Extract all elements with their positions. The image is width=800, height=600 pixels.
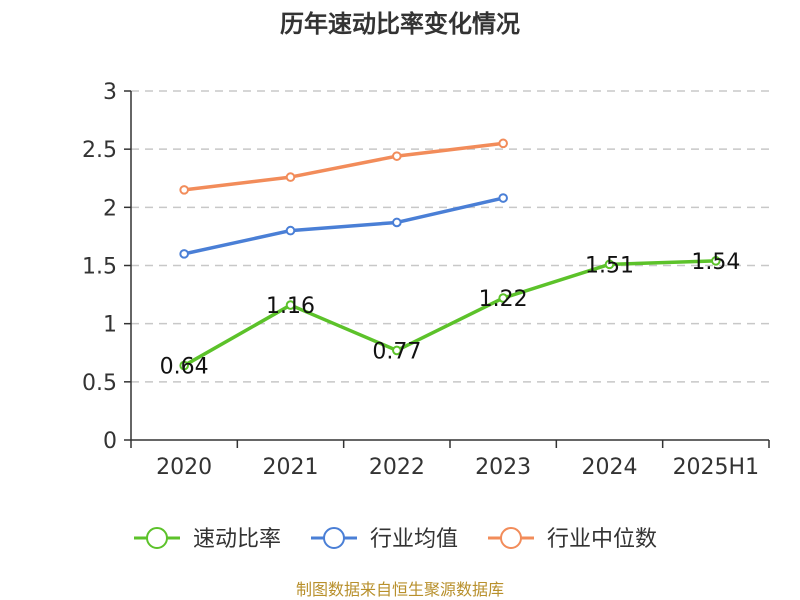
y-tick-label: 3 [103,80,117,105]
series-line [183,141,504,192]
x-tick-label: 2024 [582,455,638,480]
series-line [183,259,716,368]
data-point[interactable] [498,293,508,303]
data-point[interactable] [285,225,296,236]
chart-title: 历年速动比率变化情况 [280,10,520,38]
data-labels: 0.64 1.16 0.77 1.22 1.51 1.54 [160,250,741,380]
series-lines [179,138,721,371]
data-point[interactable] [392,151,402,161]
data-label: 1.54 [691,250,740,275]
y-tick-label: 2 [103,196,117,221]
y-tick-label: 0 [103,429,117,454]
data-point[interactable] [179,249,189,259]
data-point[interactable] [392,345,402,356]
data-source-note: 制图数据来自恒生聚源数据库 [296,580,504,599]
x-tick-label: 2020 [156,455,212,480]
y-tick-label: 0.5 [82,371,117,396]
y-tick-label: 1.5 [82,255,117,280]
y-tick-label: 1 [103,313,117,338]
data-label: 1.51 [585,253,634,278]
axes: 0 0.5 1 1.5 2 2.5 3 2020 2021 2022 2023 2024 2025H1 [82,80,770,480]
y-tick-label: 2.5 [82,138,117,163]
data-point[interactable] [392,217,402,228]
data-point[interactable] [179,185,189,195]
legend[interactable]: 速动比率 行业均值 行业中位数 [134,527,657,552]
legend-marker-icon [323,527,345,549]
data-point[interactable] [498,193,508,203]
data-label: 0.77 [372,339,421,364]
x-tick-label: 2021 [263,455,319,480]
x-tick-label: 2025H1 [673,455,760,480]
legend-label: 行业中位数 [547,527,657,552]
data-label: 1.22 [479,287,528,312]
legend-item[interactable]: 行业中位数 [488,527,657,552]
x-tick-label: 2023 [475,455,531,480]
legend-label: 行业均值 [370,527,458,552]
data-point[interactable] [179,360,189,371]
data-point[interactable] [285,300,296,310]
data-point[interactable] [498,138,508,149]
legend-item[interactable]: 速动比率 [134,527,281,552]
legend-marker-icon [146,527,168,549]
data-point[interactable] [711,256,721,266]
legend-item[interactable]: 行业均值 [311,527,458,552]
data-point[interactable] [285,172,296,182]
data-label: 0.64 [160,355,209,380]
series-line [183,196,504,256]
x-tick-label: 2022 [369,455,425,480]
legend-label: 速动比率 [193,527,281,552]
legend-marker-icon [500,527,522,549]
grid-lines [131,90,769,383]
data-point[interactable] [604,259,615,270]
data-label: 1.16 [266,294,315,319]
